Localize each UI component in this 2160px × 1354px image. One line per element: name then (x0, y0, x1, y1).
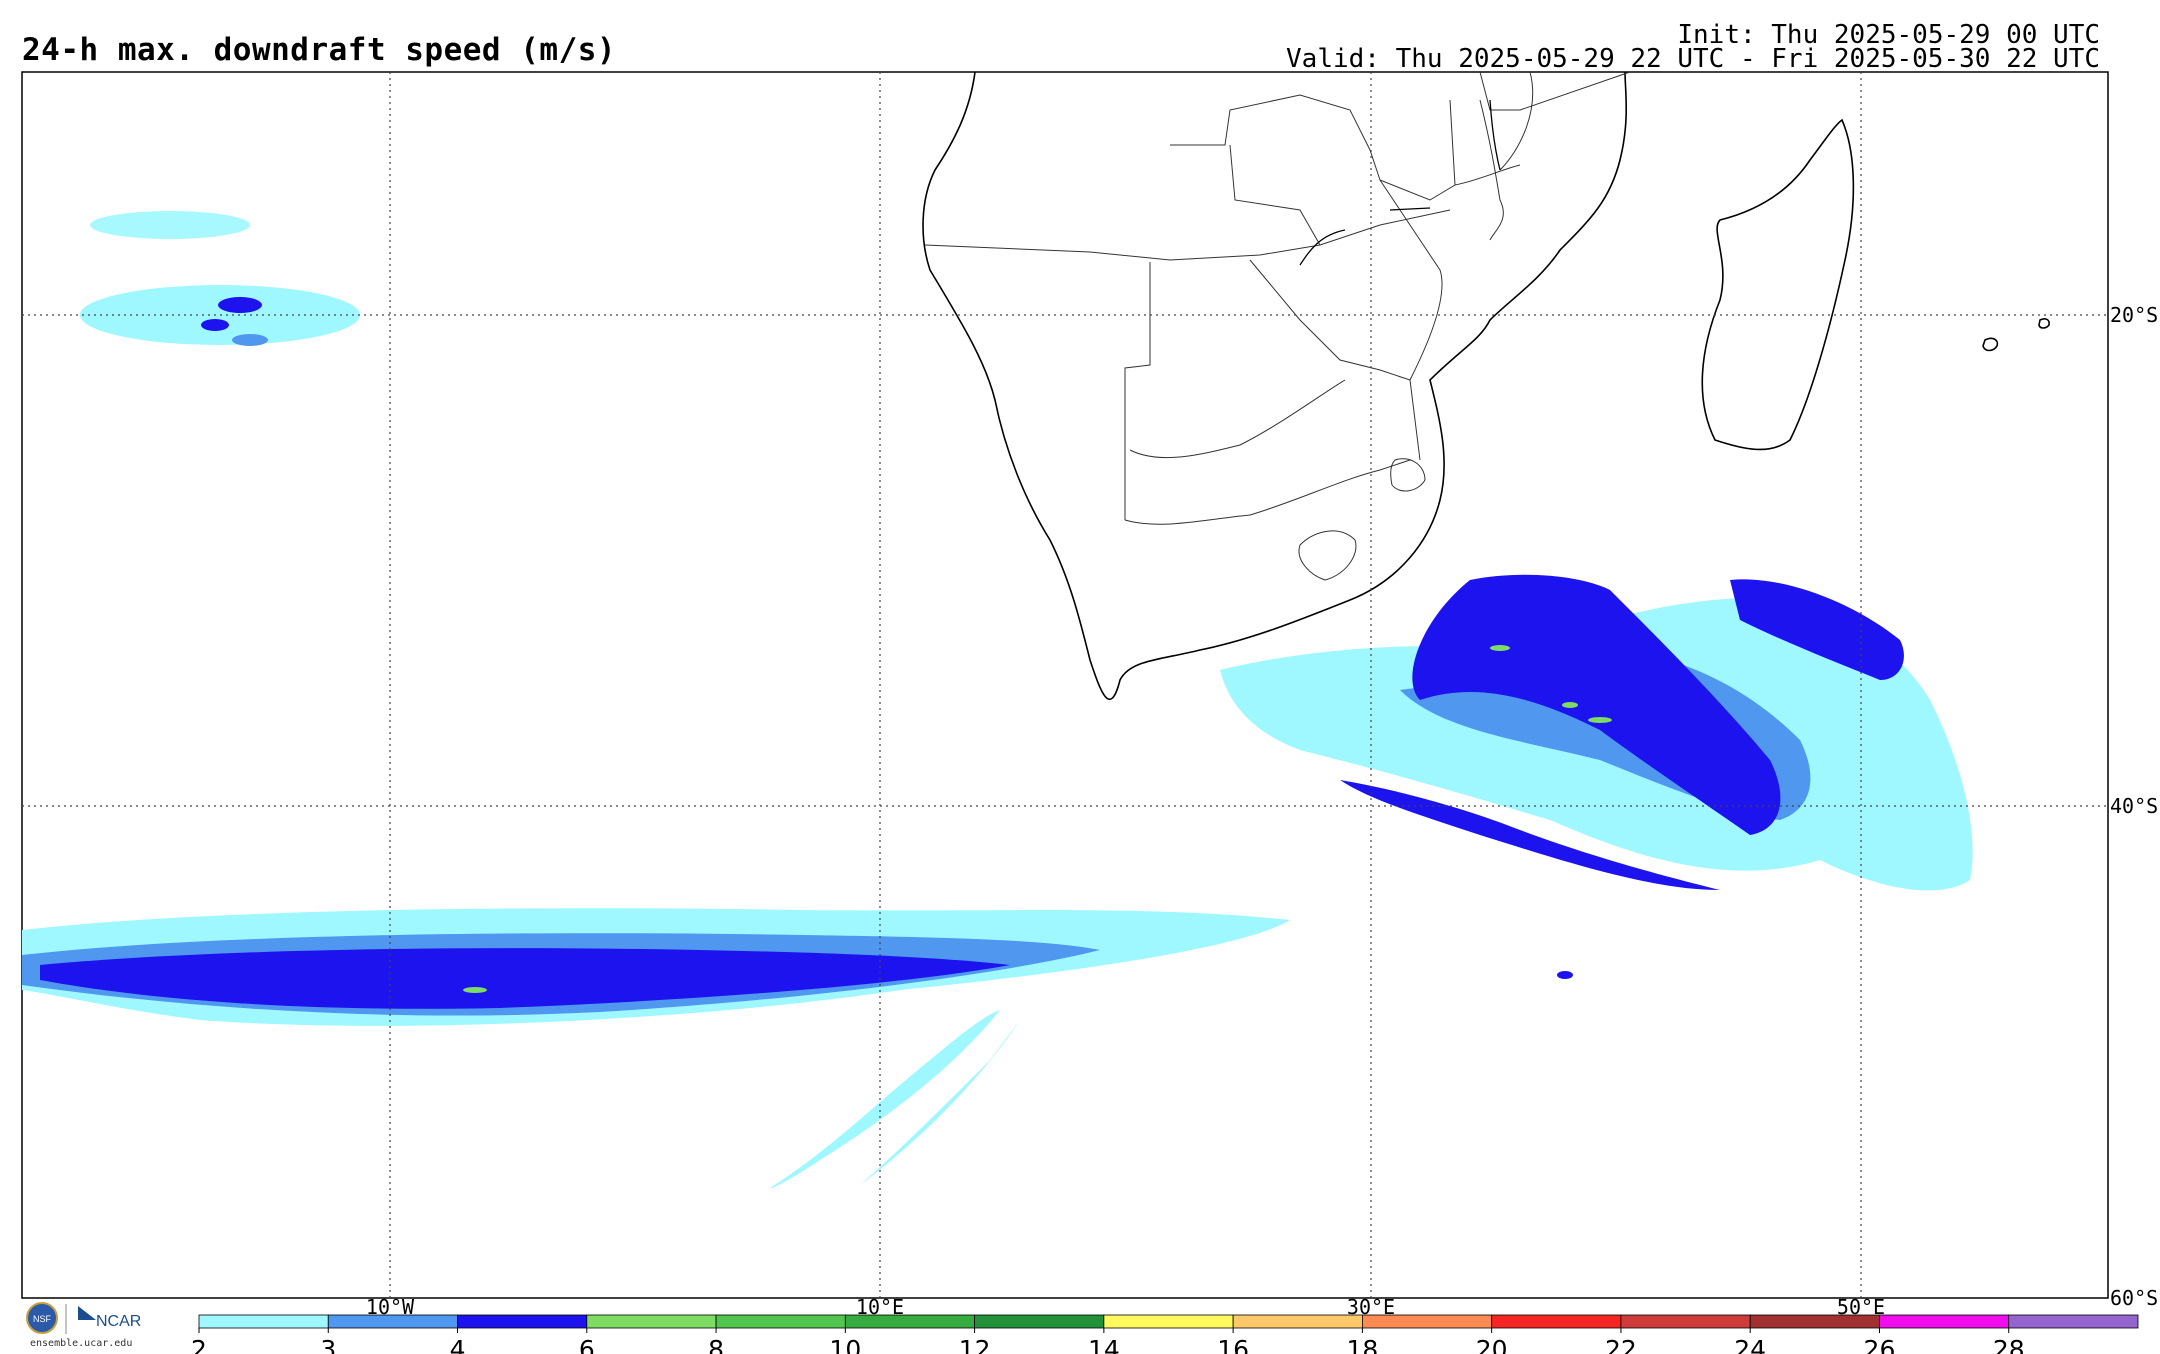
colorbar-label: 26 (1864, 1335, 1896, 1354)
lat-label-20s: 20°S (2110, 303, 2158, 327)
eswatini-border (1390, 458, 1426, 492)
africa-coastline (922, 71, 1628, 701)
colorbar-label: 16 (1217, 1335, 1249, 1354)
graticule (22, 72, 2108, 1298)
colorbar-label: 22 (1605, 1335, 1637, 1354)
colorbar-swatch (327, 1314, 458, 1329)
colorbar-swatch (1749, 1314, 1880, 1329)
coastlines (922, 71, 2050, 701)
colorbar-swatch (974, 1314, 1105, 1329)
lat-label-40s: 40°S (2110, 794, 2158, 818)
band-southwest (22, 908, 1290, 1189)
colorbar-label: 4 (450, 1335, 466, 1354)
colorbar: 2 3 4 6 8 10 12 14 16 18 20 22 24 26 28 (191, 1314, 2139, 1354)
madagascar-coastline (1701, 118, 1855, 451)
colorbar-swatch (1103, 1314, 1234, 1329)
ncar-logo-text: NCAR (96, 1313, 141, 1330)
colorbar-swatch (1362, 1314, 1493, 1329)
colorbar-swatch (715, 1314, 846, 1329)
map-title: 24-h max. downdraft speed (m/s) (22, 32, 617, 68)
lakes (1299, 99, 1501, 266)
colorbar-swatch (2008, 1314, 2139, 1329)
country-borders (924, 71, 1631, 581)
valid-time: Valid: Thu 2025-05-29 22 UTC - Fri 2025-… (1286, 44, 2100, 74)
nsf-badge-icon (26, 1302, 58, 1334)
colorbar-swatch (844, 1314, 975, 1329)
colorbar-swatch (1879, 1314, 2010, 1329)
colorbar-label: 2 (191, 1335, 207, 1354)
colorbar-swatch (198, 1314, 329, 1329)
source-url: ensemble.ucar.edu (30, 1338, 133, 1349)
colorbar-label: 3 (320, 1335, 336, 1354)
map-frame (21, 71, 2109, 1299)
colorbar-label: 10 (829, 1335, 861, 1354)
precip-field (22, 211, 1973, 1189)
mauritius-coastline (1982, 337, 1999, 352)
ncar-logo: NSF NCAR (24, 1300, 164, 1354)
band-southeast (1220, 574, 1973, 979)
colorbar-label: 24 (1734, 1335, 1766, 1354)
nsf-badge-text: NSF (33, 1314, 52, 1324)
reunion-coastline (2038, 318, 2050, 329)
blob-northwest (80, 211, 360, 346)
colorbar-swatch (1620, 1314, 1751, 1329)
colorbar-label: 12 (959, 1335, 991, 1354)
lat-label-60s: 60°S (2110, 1286, 2158, 1310)
colorbar-label: 28 (1993, 1335, 2025, 1354)
colorbar-label: 18 (1346, 1335, 1378, 1354)
colorbar-swatch (457, 1314, 588, 1329)
colorbar-label: 8 (708, 1335, 724, 1354)
colorbar-swatch (1491, 1314, 1622, 1329)
colorbar-swatch (586, 1314, 717, 1329)
colorbar-label: 14 (1088, 1335, 1120, 1354)
lesotho-border (1298, 530, 1357, 581)
init-time: Init: Thu 2025-05-29 00 UTC (1677, 20, 2100, 50)
colorbar-label: 6 (579, 1335, 595, 1354)
ncar-mark-icon (78, 1306, 96, 1320)
colorbar-swatch (1232, 1314, 1363, 1329)
colorbar-label: 20 (1476, 1335, 1508, 1354)
